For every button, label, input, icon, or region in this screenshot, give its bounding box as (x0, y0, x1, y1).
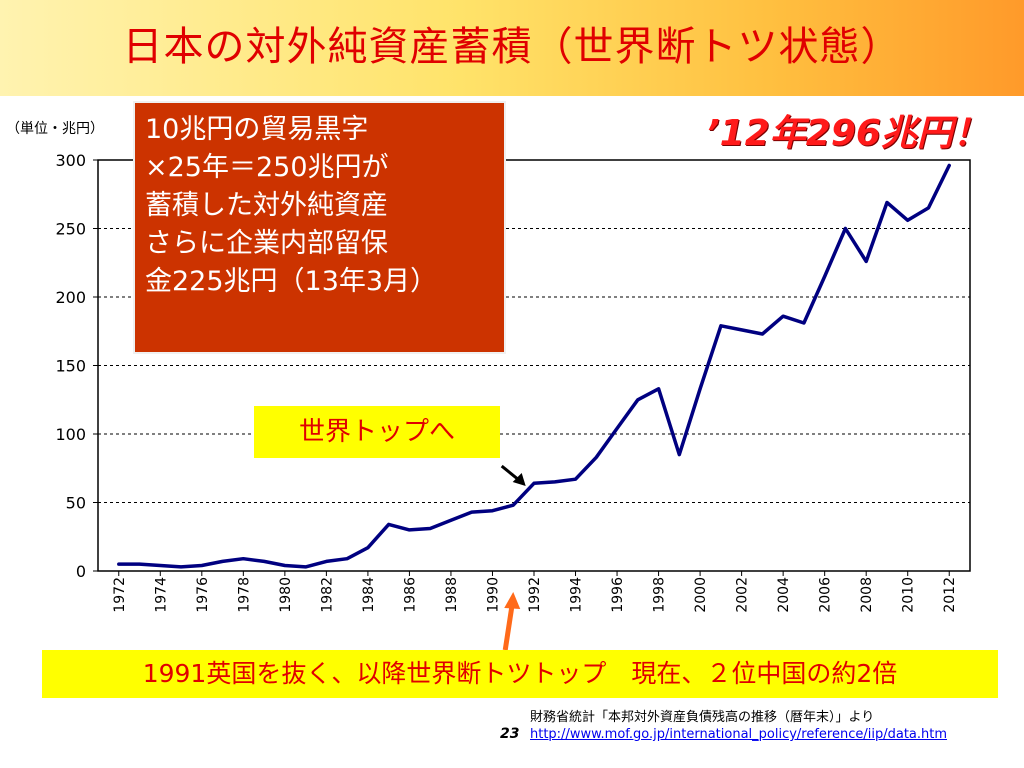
highlight-arrow (502, 603, 515, 651)
slide-number: 23 (500, 726, 520, 742)
bottom-note: 1991英国を抜く、以降世界断トツトップ 現在、２位中国の約2倍 (42, 650, 998, 698)
headline-value: ’12年296兆円！ (706, 113, 989, 154)
x-tick-label: 1996 (610, 577, 626, 613)
x-tick-label: 1976 (195, 577, 211, 613)
source-link[interactable]: http://www.mof.go.jp/international_polic… (530, 727, 948, 742)
pointer-arrow-head (512, 473, 526, 487)
x-tick-label: 1980 (278, 577, 294, 613)
x-tick-label: 1994 (569, 577, 585, 613)
x-tick-label: 2002 (735, 577, 751, 613)
series-line (117, 163, 951, 569)
note-line: さらに企業内部留保 (145, 228, 388, 259)
x-tick-label: 1986 (402, 577, 418, 613)
source-text: 財務省統計「本邦対外資産負債残高の推移（暦年末）」より (530, 710, 875, 725)
x-tick-label: 2006 (818, 577, 834, 613)
x-tick-label: 2008 (859, 577, 875, 613)
y-tick-label: 150 (55, 357, 86, 376)
y-tick-label: 100 (55, 425, 86, 444)
y-tick-label: 50 (66, 494, 86, 513)
y-tick-label: 250 (55, 220, 86, 239)
note-line: 10兆円の貿易黒字 (145, 114, 369, 145)
y-tick-label: 0 (76, 562, 86, 581)
x-tick-label: 1988 (444, 577, 460, 613)
callout-box: 世界トップへ (254, 406, 500, 458)
note-box: 10兆円の貿易黒字 ×25年＝250兆円が 蓄積した対外純資産 さらに企業内部留… (133, 101, 506, 354)
page-title: 日本の対外純資産蓄積（世界断トツ状態） (122, 24, 902, 70)
x-tick-label: 1982 (319, 577, 335, 613)
x-tick-label: 1990 (485, 577, 501, 613)
x-tick-label: 1972 (112, 577, 128, 613)
note-line: 金225兆円（13年3月） (145, 266, 438, 297)
y-tick-label: 200 (55, 288, 86, 307)
title-bar (0, 0, 1024, 96)
x-tick-label: 1974 (153, 577, 169, 613)
x-tick-label: 2000 (693, 577, 709, 613)
x-tick-label: 1978 (236, 577, 252, 613)
x-tick-label: 2012 (942, 577, 958, 613)
x-tick-label: 2004 (776, 577, 792, 613)
note-line: 蓄積した対外純資産 (145, 190, 388, 221)
unit-label: （単位・兆円） (6, 121, 104, 137)
x-tick-label: 1984 (361, 577, 377, 613)
highlight-arrow-head (504, 592, 521, 609)
note-line: ×25年＝250兆円が (145, 152, 389, 183)
x-tick-label: 1992 (527, 577, 543, 613)
y-tick-label: 300 (55, 151, 86, 170)
x-tick-label: 1998 (652, 577, 668, 613)
x-tick-label: 2010 (901, 577, 917, 613)
